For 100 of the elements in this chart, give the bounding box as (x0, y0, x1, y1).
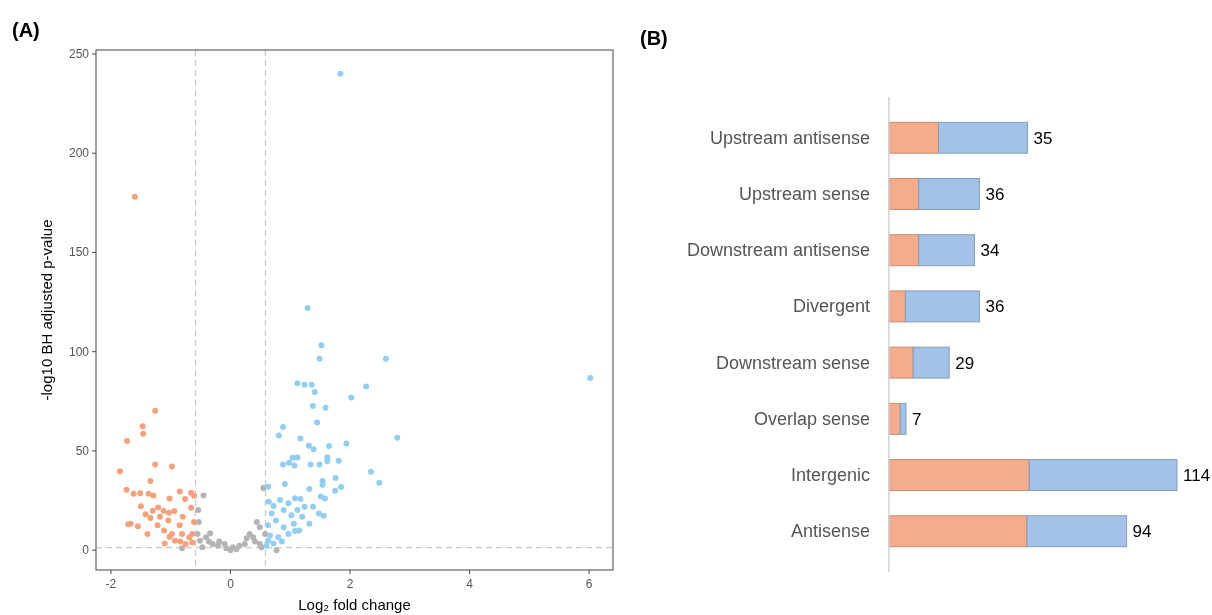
bar (1028, 459, 1178, 491)
point (236, 542, 243, 549)
y-tick-label: 150 (68, 245, 90, 260)
point (152, 461, 159, 468)
point (166, 495, 173, 502)
bar (904, 290, 980, 323)
point (137, 503, 144, 510)
point (144, 530, 151, 537)
point (176, 488, 183, 495)
point (256, 541, 263, 547)
bar (1026, 515, 1128, 548)
point (137, 490, 144, 497)
y-tick-label: 100 (68, 344, 90, 359)
point (149, 507, 156, 514)
point (200, 492, 207, 499)
bar (912, 346, 950, 379)
point (197, 537, 203, 544)
point (214, 542, 221, 549)
annotation: 29 (955, 353, 975, 373)
y-tick-label: Overlap sense (753, 408, 870, 429)
point (161, 527, 168, 534)
point (179, 530, 186, 537)
bar (938, 121, 1029, 154)
bar (888, 459, 1030, 491)
y-tick-label: Upstream sense (738, 183, 870, 204)
point (195, 518, 202, 525)
y-tick-label: 50 (75, 443, 90, 458)
point (273, 547, 280, 554)
point (189, 530, 196, 537)
annotation: 36 (985, 297, 1005, 317)
point (179, 545, 186, 552)
point (221, 541, 228, 547)
point (207, 530, 214, 537)
point (160, 507, 167, 514)
point (171, 537, 178, 544)
point (123, 486, 130, 493)
y-tick-label: 0 (82, 543, 90, 558)
text: (B) (640, 27, 668, 49)
annotation: 94 (1132, 522, 1152, 542)
point (147, 477, 154, 484)
point (165, 509, 172, 516)
x-tick-label: 0 (227, 577, 235, 591)
y-tick-label: 250 (68, 46, 90, 61)
bar (888, 515, 1028, 548)
point (251, 538, 258, 545)
point (116, 468, 123, 475)
point (241, 541, 248, 547)
bar (899, 402, 907, 435)
point (152, 407, 159, 414)
point (168, 463, 175, 470)
bar (888, 178, 920, 210)
point (130, 490, 137, 497)
point (262, 530, 269, 537)
point (195, 507, 202, 514)
point (155, 504, 162, 511)
point (256, 524, 263, 531)
point (140, 430, 147, 437)
point (246, 530, 253, 537)
y-tick-label: Intergenic (790, 465, 870, 486)
x-tick-label: 4 (466, 577, 474, 591)
point (191, 518, 198, 525)
annotation: 7 (911, 409, 922, 429)
point (147, 515, 154, 521)
point (199, 544, 206, 551)
point (131, 193, 138, 200)
y-tick-label: Divergent (792, 296, 870, 317)
annotation: 114 (1183, 466, 1211, 486)
point (171, 508, 178, 515)
point (142, 511, 149, 518)
chart-title: (A) (12, 19, 40, 41)
y-tick-label: Antisense (790, 521, 870, 542)
point (182, 541, 189, 547)
point (243, 535, 250, 542)
point (165, 517, 172, 524)
bar (888, 234, 920, 267)
point (154, 522, 161, 529)
point (139, 423, 146, 430)
point (216, 538, 223, 545)
point (161, 540, 168, 547)
point (150, 492, 157, 499)
point (260, 485, 267, 492)
point (194, 530, 201, 537)
bar (918, 178, 980, 210)
point (176, 522, 183, 529)
point (182, 495, 189, 502)
y-tick-label: Downstream antisense (686, 240, 870, 261)
y-tick-label: Upstream antisense (709, 127, 870, 148)
bar (888, 346, 914, 379)
x-tick-label: 6 (585, 577, 593, 591)
point (179, 513, 186, 520)
point (156, 513, 163, 520)
x-tick-label: 2 (346, 577, 354, 591)
point (189, 539, 196, 546)
y-axis-title: -log10 BH adjusted p-value (38, 219, 55, 401)
point (253, 518, 260, 525)
point (188, 504, 195, 511)
annotation: 36 (985, 184, 1005, 204)
point (177, 538, 184, 545)
x-axis-title: Log₂ fold change (298, 596, 411, 613)
point (134, 523, 141, 530)
